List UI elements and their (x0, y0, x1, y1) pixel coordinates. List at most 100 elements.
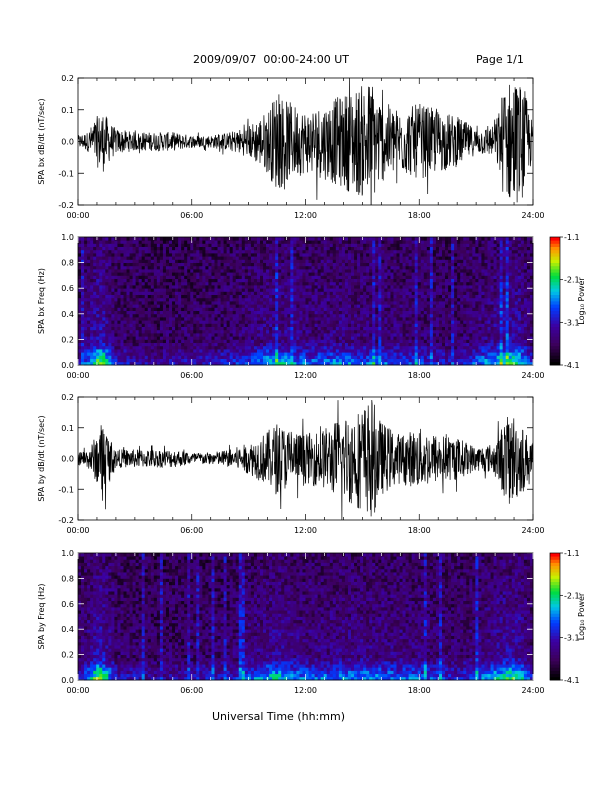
heatmap-cell (326, 342, 331, 347)
heatmap-cell (299, 301, 303, 305)
heatmap-cell (305, 246, 309, 251)
heatmap-cell (411, 310, 416, 315)
heatmap-cell (90, 342, 94, 347)
heatmap-cell (326, 240, 331, 244)
page-title: 2009/09/07 00:00-24:00 UT (193, 53, 350, 66)
heatmap-cell (165, 313, 170, 318)
heatmap-cell (299, 329, 303, 334)
heatmap-cell (408, 253, 413, 257)
heatmap-cell (363, 355, 367, 359)
heatmap-cell (269, 265, 273, 270)
heatmap-cell (199, 326, 203, 331)
heatmap-cell (445, 243, 449, 247)
heatmap-cell (135, 323, 140, 327)
heatmap-cell (432, 310, 437, 315)
heatmap-cell (181, 249, 185, 254)
heatmap-cell (205, 345, 209, 350)
heatmap-cell (132, 262, 137, 267)
heatmap-cell (311, 269, 315, 273)
heatmap-cell (375, 301, 379, 305)
heatmap-cell (335, 243, 340, 247)
heatmap-cell (256, 297, 261, 302)
heatmap-cell (256, 304, 261, 308)
heatmap-cell (396, 313, 400, 318)
heatmap-cell (150, 269, 155, 273)
heatmap-cell (399, 259, 403, 263)
heatmap-cell (357, 278, 361, 283)
heatmap-cell (138, 352, 143, 356)
heatmap-cell (344, 345, 349, 350)
heatmap-cell (423, 358, 428, 363)
heatmap-cell (120, 317, 124, 321)
heatmap-cell (390, 294, 394, 299)
heatmap-cell (117, 269, 121, 273)
heatmap-cell (190, 278, 194, 283)
heatmap-cell (311, 262, 315, 267)
heatmap-cell (372, 310, 376, 315)
heatmap-cell (78, 326, 82, 331)
heatmap-cell (426, 336, 431, 340)
heatmap-cell (351, 285, 355, 289)
heatmap-cell (338, 352, 343, 356)
heatmap-cell (408, 310, 413, 315)
heatmap-cell (260, 249, 264, 254)
heatmap-cell (181, 307, 185, 311)
heatmap-cell (172, 336, 176, 340)
heatmap-cell (290, 339, 294, 343)
heatmap-cell (120, 281, 124, 286)
heatmap-cell (417, 278, 422, 283)
heatmap-cell (159, 262, 164, 267)
heatmap-cell (205, 355, 209, 359)
heatmap-cell (169, 275, 173, 279)
heatmap-cell (284, 358, 288, 363)
heatmap-cell (111, 326, 115, 331)
heatmap-cell (141, 275, 146, 279)
heatmap-cell (156, 336, 161, 340)
heatmap-cell (223, 246, 228, 251)
heatmap-cell (232, 278, 237, 283)
heatmap-cell (317, 304, 322, 308)
heatmap-cell (156, 333, 161, 337)
heatmap-cell (405, 326, 410, 331)
heatmap-cell (378, 278, 382, 283)
heatmap-cell (263, 272, 267, 276)
heatmap-cell (150, 256, 155, 260)
heatmap-cell (363, 272, 367, 276)
heatmap-cell (360, 323, 364, 327)
heatmap-cell (372, 281, 376, 286)
heatmap-cell (217, 297, 221, 302)
heatmap-cell (132, 294, 137, 299)
heatmap-cell (308, 278, 312, 283)
heatmap-cell (156, 240, 161, 244)
heatmap-cell (408, 281, 413, 286)
heatmap-cell (335, 326, 340, 331)
heatmap-cell (199, 243, 203, 247)
heatmap-cell (445, 361, 449, 366)
heatmap-cell (129, 278, 133, 283)
heatmap-cell (335, 291, 340, 295)
heatmap-cell (181, 310, 185, 315)
heatmap-cell (256, 285, 261, 289)
heatmap-cell (253, 256, 258, 260)
heatmap-cell (320, 333, 325, 337)
heatmap-cell (81, 297, 85, 302)
heatmap-cell (138, 294, 143, 299)
heatmap-cell (169, 301, 173, 305)
heatmap-cell (153, 358, 158, 363)
heatmap-cell (372, 304, 376, 308)
heatmap-cell (238, 288, 243, 292)
heatmap-cell (408, 269, 413, 273)
heatmap-cell (232, 240, 237, 244)
heatmap-cell (117, 361, 121, 366)
heatmap-cell (108, 285, 112, 289)
heatmap-cell (147, 352, 152, 356)
heatmap-cell (360, 291, 364, 295)
heatmap-cell (405, 278, 410, 283)
heatmap-cell (387, 361, 391, 366)
heatmap-cell (244, 288, 249, 292)
heatmap-cell (114, 358, 118, 363)
heatmap-cell (184, 336, 188, 340)
heatmap-cell (87, 297, 91, 302)
heatmap-cell (220, 310, 224, 315)
heatmap-cell (226, 281, 231, 286)
